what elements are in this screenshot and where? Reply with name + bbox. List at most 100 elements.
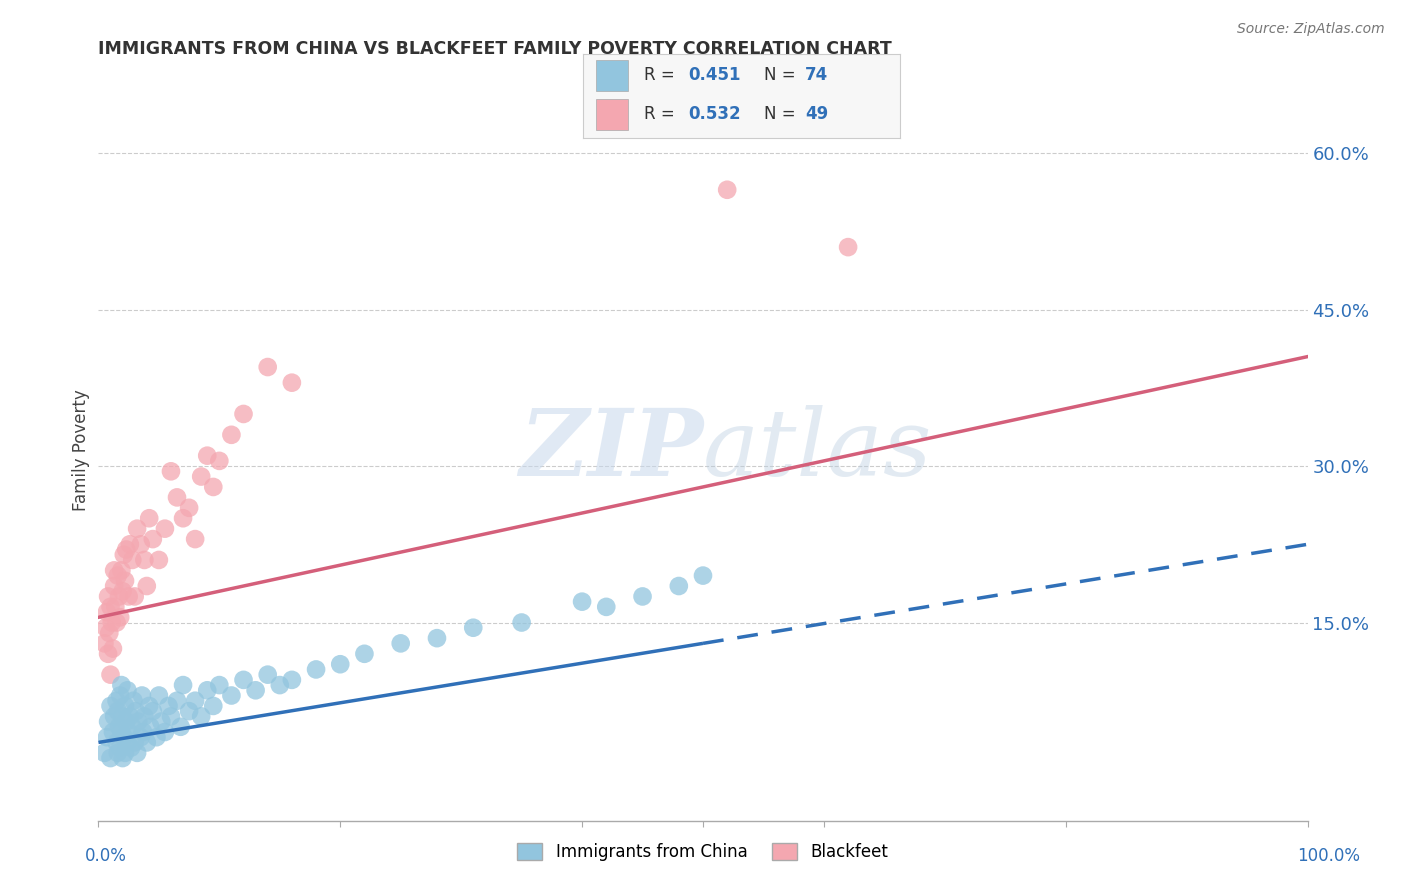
Point [93, 636, 115, 650]
Point [105, 694, 128, 708]
Point [100, 751, 122, 765]
Text: atlas: atlas [703, 406, 932, 495]
Point [148, 689, 170, 703]
Point [103, 579, 125, 593]
Point [202, 698, 225, 713]
Point [117, 683, 139, 698]
Text: 0.532: 0.532 [688, 105, 741, 123]
Point [111, 751, 134, 765]
Point [120, 740, 142, 755]
Point [166, 694, 188, 708]
Text: N =: N = [763, 105, 800, 123]
Point [110, 563, 132, 577]
Text: N =: N = [763, 66, 800, 84]
Point [142, 532, 165, 546]
Point [104, 599, 127, 614]
Point [692, 568, 714, 582]
Point [96, 605, 118, 619]
Point [169, 720, 191, 734]
Text: 49: 49 [804, 105, 828, 123]
Point [166, 491, 188, 505]
Point [160, 709, 183, 723]
Point [142, 704, 165, 718]
Point [105, 615, 128, 630]
Point [269, 678, 291, 692]
Point [103, 563, 125, 577]
Point [129, 730, 152, 744]
Point [97, 647, 120, 661]
Point [111, 584, 134, 599]
Point [135, 735, 157, 749]
Point [426, 631, 449, 645]
Point [124, 590, 146, 604]
Point [118, 725, 141, 739]
FancyBboxPatch shape [596, 61, 627, 91]
Point [153, 522, 176, 536]
Point [107, 746, 129, 760]
Point [100, 615, 122, 630]
Point [208, 678, 231, 692]
Point [179, 500, 201, 515]
Point [103, 709, 125, 723]
Point [153, 725, 176, 739]
Point [108, 590, 131, 604]
Point [110, 725, 132, 739]
Point [108, 689, 131, 703]
Point [122, 694, 145, 708]
Point [114, 698, 136, 713]
Text: 100.0%: 100.0% [1298, 847, 1360, 864]
Point [138, 511, 160, 525]
Point [190, 709, 212, 723]
Point [208, 454, 231, 468]
Point [179, 704, 201, 718]
Point [97, 590, 120, 604]
Point [118, 537, 141, 551]
Point [132, 725, 155, 739]
Point [114, 746, 136, 760]
Point [101, 725, 124, 739]
Point [281, 376, 304, 390]
Point [160, 464, 183, 478]
Point [112, 730, 135, 744]
Point [97, 714, 120, 729]
Point [195, 683, 218, 698]
Point [125, 704, 148, 718]
Point [245, 683, 267, 698]
Point [93, 746, 115, 760]
Text: R =: R = [644, 105, 679, 123]
Legend: Immigrants from China, Blackfeet: Immigrants from China, Blackfeet [510, 837, 896, 868]
Point [184, 694, 207, 708]
Point [129, 537, 152, 551]
Point [121, 720, 143, 734]
Point [112, 548, 135, 562]
Point [127, 746, 149, 760]
Point [221, 689, 243, 703]
Point [100, 599, 122, 614]
Y-axis label: Family Poverty: Family Poverty [72, 390, 90, 511]
Point [353, 647, 375, 661]
Point [94, 621, 117, 635]
Point [118, 590, 141, 604]
Point [571, 595, 593, 609]
Point [111, 709, 134, 723]
Point [202, 480, 225, 494]
Point [105, 735, 128, 749]
Point [510, 615, 533, 630]
Point [463, 621, 485, 635]
Point [115, 714, 138, 729]
Point [281, 673, 304, 687]
Text: R =: R = [644, 66, 679, 84]
Point [118, 709, 141, 723]
Point [221, 427, 243, 442]
Text: IMMIGRANTS FROM CHINA VS BLACKFEET FAMILY POVERTY CORRELATION CHART: IMMIGRANTS FROM CHINA VS BLACKFEET FAMIL… [98, 40, 893, 58]
Point [107, 568, 129, 582]
Text: 0.451: 0.451 [688, 66, 741, 84]
Point [134, 553, 156, 567]
Text: 0.0%: 0.0% [84, 847, 127, 864]
Point [96, 730, 118, 744]
Point [127, 522, 149, 536]
Point [837, 240, 859, 254]
Point [389, 636, 412, 650]
Point [305, 662, 328, 676]
Point [232, 673, 254, 687]
